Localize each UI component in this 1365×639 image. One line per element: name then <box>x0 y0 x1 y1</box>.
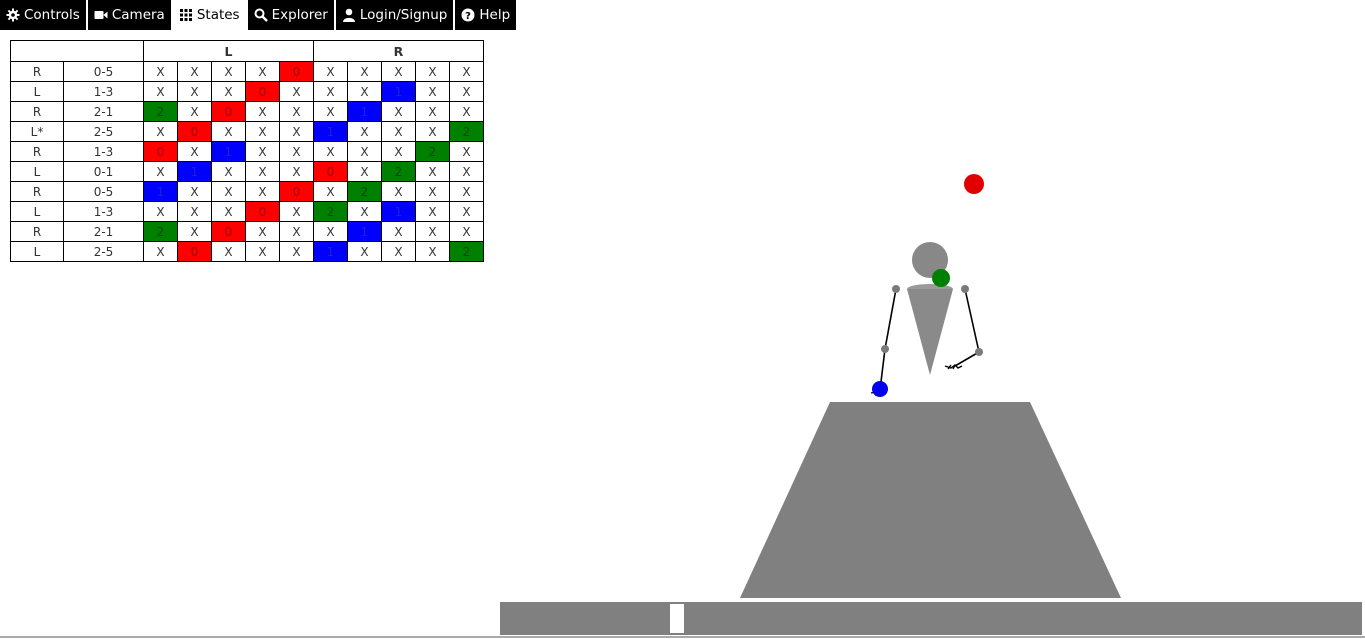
right-hand <box>944 364 963 370</box>
state-cell: X <box>381 241 416 262</box>
state-row[interactable]: L 2-5 X 0 X X X 1 X X X 2 <box>10 241 484 262</box>
juggler-torso-cone <box>907 289 953 375</box>
tab-label: Camera <box>111 7 165 23</box>
state-row[interactable]: L 0-1 X 1 X X X 0 X 2 X X <box>10 161 484 182</box>
state-throw-pair: 2-5 <box>63 241 144 262</box>
state-cell: X <box>415 241 450 262</box>
right-upper-arm <box>964 288 980 353</box>
state-hand: L* <box>10 121 64 142</box>
state-row[interactable]: L 1-3 X X X 0 X 2 X 1 X X <box>10 201 484 222</box>
state-cell: 1 <box>313 121 348 142</box>
state-cell: 0 <box>313 161 348 182</box>
state-cell: 2 <box>415 141 450 162</box>
state-cell: 0 <box>143 141 178 162</box>
stage-trapezoid <box>740 402 1121 598</box>
state-cell: 1 <box>347 101 382 122</box>
question-circle-icon: ? <box>461 8 475 22</box>
ball-red <box>964 174 984 194</box>
state-row[interactable]: R 1-3 0 X 1 X X X X X 2 X <box>10 141 484 162</box>
tab-login-signup[interactable]: Login/Signup <box>335 0 454 30</box>
search-icon <box>254 8 268 22</box>
tab-label: States <box>196 7 240 23</box>
tab-explorer[interactable]: Explorer <box>247 0 334 30</box>
tab-states[interactable]: States <box>172 0 246 30</box>
left-shoulder-joint <box>892 285 900 293</box>
tab-label: Login/Signup <box>359 7 448 23</box>
state-row[interactable]: R 2-1 2 X 0 X X X 1 X X X <box>10 101 484 122</box>
state-cell: 2 <box>313 201 348 222</box>
state-cell: 2 <box>449 121 484 142</box>
svg-text:?: ? <box>465 11 471 22</box>
states-table-header: L R <box>10 40 484 62</box>
tab-controls[interactable]: Controls <box>0 0 86 30</box>
state-cell: 0 <box>245 201 280 222</box>
state-cell: X <box>143 241 178 262</box>
juggler-figure <box>870 242 983 397</box>
ball-blue <box>872 381 888 397</box>
left-upper-arm <box>884 288 897 350</box>
tab-help[interactable]: ? Help <box>455 0 517 30</box>
states-table: L R R 0-5 X X X X 0 X X X X X L 1-3 X X X 0 X X X 1 X X R 2-1 2 X 0 X… <box>10 40 484 262</box>
tab-label: Help <box>479 7 511 23</box>
gear-icon <box>6 8 20 22</box>
state-cell: 0 <box>177 121 212 142</box>
right-elbow-joint <box>975 348 983 356</box>
tab-label: Controls <box>24 7 80 23</box>
state-cell: 2 <box>381 161 416 182</box>
juggler-head <box>912 242 948 278</box>
grid-icon <box>179 8 193 22</box>
tab-camera[interactable]: Camera <box>87 0 171 30</box>
state-cell: 2 <box>449 241 484 262</box>
state-row[interactable]: R 0-5 1 X X X 0 X 2 X X X <box>10 181 484 202</box>
right-forearm <box>954 351 980 367</box>
left-elbow-joint <box>881 345 889 353</box>
state-cell: 0 <box>211 101 246 122</box>
user-icon <box>342 8 356 22</box>
state-throw-pair: 1-3 <box>63 201 144 222</box>
top-navigation: Controls Camera States Explorer Login/Si… <box>0 0 518 30</box>
video-camera-icon <box>94 8 108 22</box>
ball-green <box>932 269 950 287</box>
state-cell: 2 <box>143 101 178 122</box>
state-cell: 0 <box>177 241 212 262</box>
state-cell: 1 <box>313 241 348 262</box>
state-row[interactable]: L* 2-5 X 0 X X X 1 X X X 2 <box>10 121 484 142</box>
timeline-handle[interactable] <box>670 604 684 633</box>
state-cell: 0 <box>279 181 314 202</box>
state-hand: L <box>10 241 64 262</box>
state-cell: 1 <box>177 161 212 182</box>
state-cell: 2 <box>347 181 382 202</box>
state-cell: 0 <box>211 221 246 242</box>
timeline-slider[interactable] <box>500 602 1362 635</box>
right-shoulder-joint <box>961 285 969 293</box>
state-cell: 1 <box>143 181 178 202</box>
tab-label: Explorer <box>271 7 328 23</box>
